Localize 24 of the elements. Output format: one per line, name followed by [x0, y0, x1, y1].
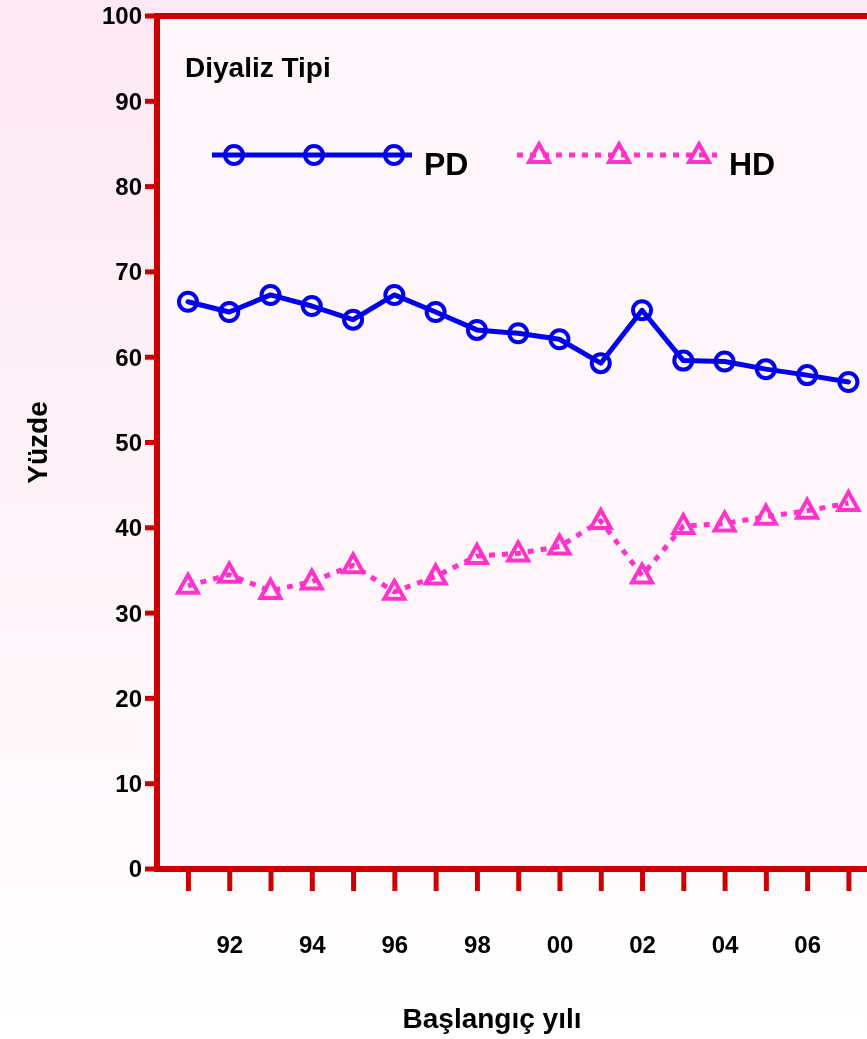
y-tick-label: 100 [101, 2, 142, 30]
x-tick-label: 92 [216, 931, 244, 959]
y-tick-label: 90 [115, 87, 142, 115]
y-tick-label: 20 [115, 684, 142, 712]
y-tick-label: 70 [115, 258, 142, 286]
legend-label: PD [424, 146, 469, 182]
x-tick-label: 96 [381, 931, 409, 959]
x-tick-label: 94 [298, 931, 327, 959]
legend-label: HD [729, 146, 776, 182]
y-tick-label: 10 [115, 770, 142, 798]
x-tick-label: 98 [464, 931, 491, 959]
y-tick-label: 30 [115, 599, 142, 627]
y-tick-label: 60 [115, 343, 142, 371]
y-tick-label: 80 [115, 173, 142, 200]
y-tick-label: 40 [115, 514, 142, 542]
y-tick-label: 0 [128, 855, 142, 883]
x-tick-label: 02 [629, 931, 656, 959]
y-tick-label: 50 [115, 428, 142, 456]
x-tick-label: 04 [711, 931, 740, 959]
y-axis-title: Yüzde [22, 401, 53, 484]
legend-title: Diyaliz Tipi [185, 52, 331, 83]
x-axis-title: Başlangıç yılı [402, 1003, 582, 1034]
x-tick-label: 06 [794, 931, 821, 959]
x-tick-label: 00 [546, 931, 574, 959]
